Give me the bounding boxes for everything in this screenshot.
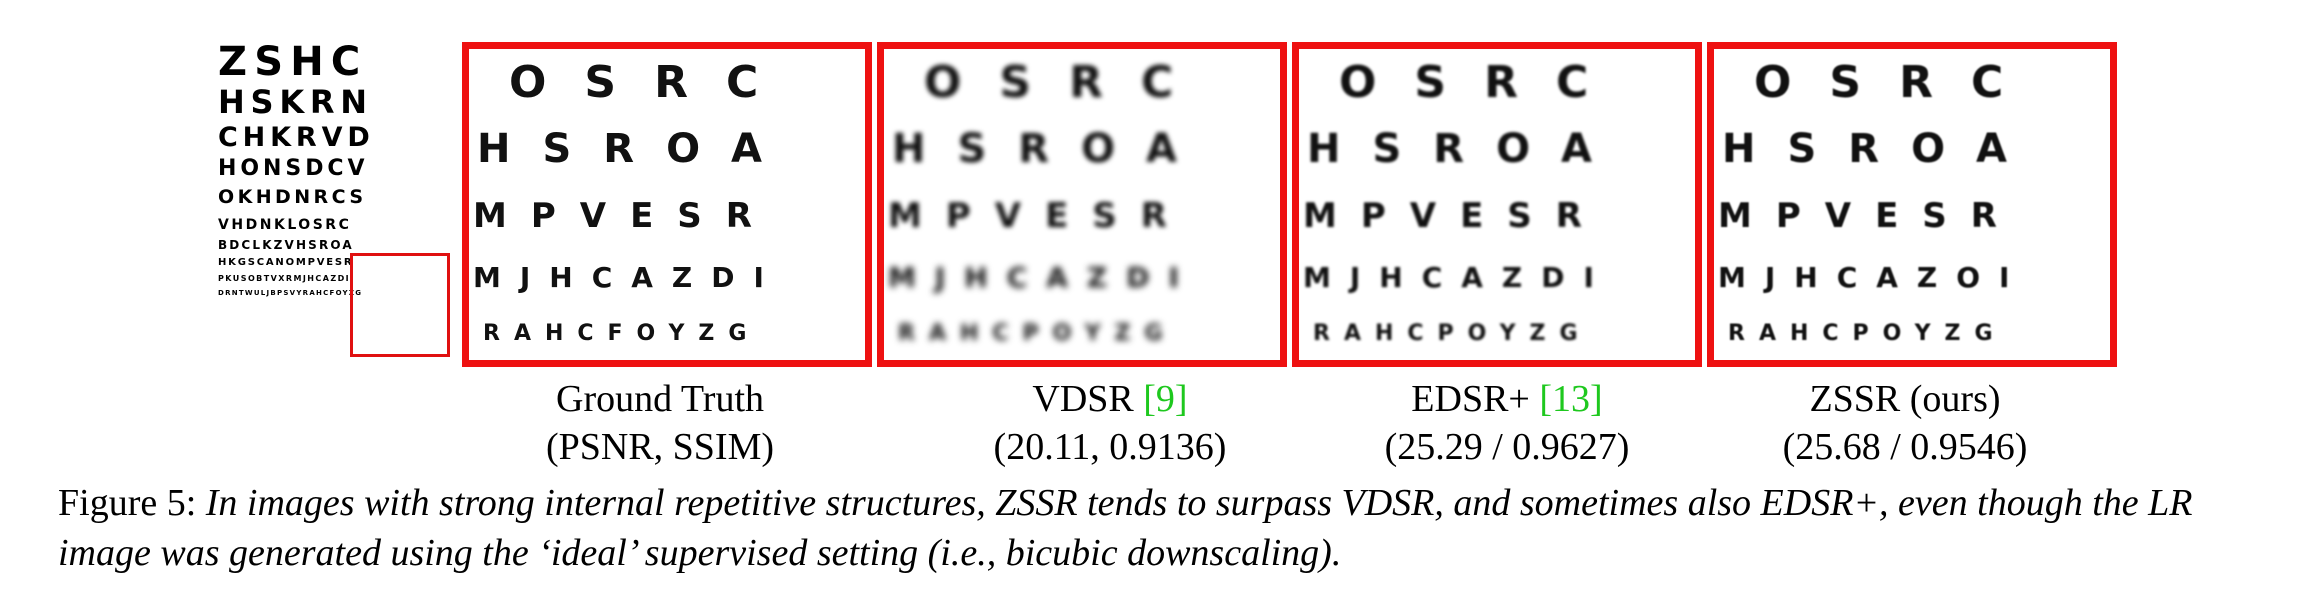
panel-row: OSRC — [1339, 57, 1627, 108]
figure-caption-text: In images with strong internal repetitiv… — [58, 482, 2193, 574]
crop-region-marker — [350, 253, 450, 357]
method-name: VDSR — [1032, 378, 1144, 420]
chart-row: PKUSOBTVXRMJHCAZDI — [218, 274, 351, 283]
panel-row: RAHCPOYZG — [1728, 321, 2007, 346]
chart-row: BDCLKZVHSROA — [218, 238, 354, 252]
panel-row: MPVESR — [1303, 196, 1606, 236]
caption-zssr-metric: (25.68 / 0.9546) — [1782, 426, 2028, 468]
panel-row: MPVESR — [1718, 196, 2021, 236]
panel-row: MJHCAZOI — [1718, 261, 2029, 294]
panel-row: RAHCPOYZG — [1313, 321, 1592, 346]
citation-link[interactable]: [9] — [1143, 378, 1188, 420]
chart-row: HKGSCANOMPVESR — [218, 257, 354, 268]
caption-ground-truth-metric: (PSNR, SSIM) — [545, 426, 775, 468]
panel-ground-truth: OSRC HSROA MPVESR MJHCAZDI RAHCFOYZG — [462, 42, 872, 367]
chart-row: DRNTWULJBPSVYRAHCFOYZG — [218, 289, 363, 297]
chart-row: VHDNKLOSRC — [218, 217, 352, 233]
caption-edsr-plus-metric: (25.29 / 0.9627) — [1384, 426, 1630, 468]
panel-row: HSROA — [1722, 126, 2039, 172]
figure-label: Figure 5: — [58, 482, 206, 524]
panel-row: MPVESR — [473, 196, 776, 236]
panel-edsr-plus: OSRC HSROA MPVESR MJHCAZDI RAHCPOYZG — [1292, 42, 1702, 367]
panel-zssr: OSRC HSROA MPVESR MJHCAZOI RAHCPOYZG — [1707, 42, 2117, 367]
panel-row: MPVESR — [888, 196, 1191, 236]
chart-row: OKHDNRCS — [218, 186, 367, 208]
panel-row: OSRC — [509, 57, 797, 108]
chart-row: HONSDCV — [218, 156, 369, 181]
panel-row: HSROA — [477, 126, 794, 172]
panel-row: MJHCAZDI — [473, 261, 783, 294]
figure-caption: Figure 5: In images with strong internal… — [58, 478, 2288, 578]
citation-link[interactable]: [13] — [1539, 378, 1603, 420]
caption-ground-truth: Ground Truth — [556, 378, 764, 420]
chart-row: ZSHC — [218, 39, 368, 85]
caption-vdsr-metric: (20.11, 0.9136) — [993, 426, 1227, 468]
panel-row: HSROA — [892, 126, 1209, 172]
chart-row: CHKRVD — [218, 122, 375, 153]
full-eye-chart: ZSHC HSKRN CHKRVD HONSDCV OKHDNRCS VHDNK… — [212, 42, 458, 362]
caption-vdsr: VDSR [9] — [905, 380, 1315, 418]
panel-row: OSRC — [924, 57, 1212, 108]
panel-row: RAHCPOYZG — [898, 321, 1177, 346]
panel-row: MJHCAZDI — [1303, 261, 1613, 294]
panel-row: RAHCFOYZG — [483, 321, 761, 346]
panel-vdsr: OSRC HSROA MPVESR MJHCAZDI RAHCPOYZG — [877, 42, 1287, 367]
caption-edsr-plus: EDSR+ [13] — [1302, 380, 1712, 418]
panel-row: HSROA — [1307, 126, 1624, 172]
panel-row: MJHCAZDI — [888, 261, 1198, 294]
caption-zssr: ZSSR (ours) — [1809, 378, 2001, 420]
chart-row: HSKRN — [218, 83, 373, 121]
method-name: EDSR+ — [1411, 378, 1540, 420]
panel-row: OSRC — [1754, 57, 2042, 108]
